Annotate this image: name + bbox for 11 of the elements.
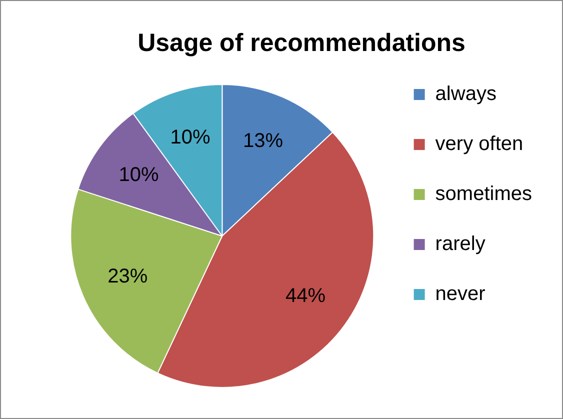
legend-label: very often (435, 133, 524, 156)
data-label: 44% (285, 285, 326, 308)
data-label: 10% (170, 126, 211, 149)
legend-label: never (435, 283, 486, 306)
data-label: 13% (243, 130, 284, 152)
legend-label: rarely (435, 233, 486, 256)
data-label: 23% (108, 265, 148, 288)
data-label: 10% (118, 164, 160, 186)
legend-label: always (435, 83, 496, 106)
legend-label: sometimes (435, 183, 532, 206)
chart-title: Usage of recommendations (138, 28, 466, 57)
